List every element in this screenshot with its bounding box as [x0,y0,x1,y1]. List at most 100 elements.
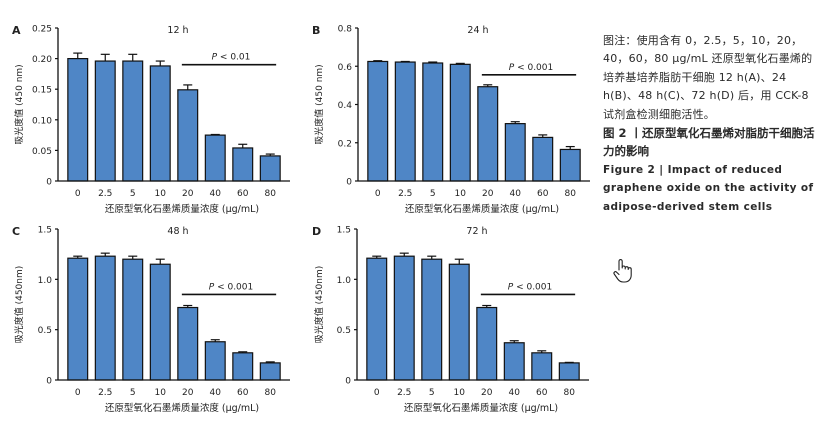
bar [366,257,388,381]
x-tick-label: 0 [375,189,381,199]
panel-label: B [312,24,320,37]
bar-group: 60 [532,134,554,199]
x-tick-label: 40 [509,388,521,398]
x-tick-label: 10 [454,388,466,398]
x-tick-label: 80 [265,388,277,398]
x-tick-label: 2.5 [397,388,411,398]
x-tick-label: 2.5 [98,189,112,199]
x-tick-label: 20 [182,388,194,398]
hand-pointer-icon [612,258,634,284]
y-tick-label: 0.5 [337,326,351,336]
x-tick-label: 5 [429,388,435,398]
x-tick-label: 20 [481,388,493,398]
x-tick-label: 80 [565,189,577,199]
bar-group: 40 [204,339,226,398]
significance-label: P < 0.01 [212,53,251,63]
x-tick-label: 0 [75,189,81,199]
x-tick-label: 60 [237,388,249,398]
x-tick-label: 2.5 [98,388,112,398]
figure-caption: 图注：使用含有 0，2.5，5，10，20，40，60，80 μg/mL 还原型… [603,32,815,216]
y-tick-label: 0 [345,377,351,387]
x-tick-label: 60 [537,189,549,199]
y-tick-label: 0.4 [338,101,353,111]
significance-label: P < 0.001 [209,282,253,292]
bar [448,263,470,381]
y-tick-label: 0 [346,178,352,188]
bar-group: 0 [67,52,89,199]
bar [476,306,498,381]
bar [503,342,525,381]
y-tick-label: 0.15 [32,86,52,96]
bar-group: 10 [448,258,470,398]
y-tick-label: 0 [46,377,52,387]
x-tick-label: 40 [510,189,522,199]
bar-group: 0 [67,255,89,398]
panel-label: C [12,225,20,238]
x-axis-label: 还原型氧化石墨烯质量浓度 (μg/mL) [404,402,558,414]
p-symbol: P [209,282,215,292]
bar-group: 2.5 [394,60,416,199]
y-tick-label: 1.0 [38,276,53,286]
x-tick-label: 80 [564,388,576,398]
significance-label: P < 0.001 [508,282,552,292]
bar [421,258,443,381]
p-value: < 0.001 [514,63,553,73]
x-tick-label: 10 [455,189,467,199]
y-tick-label: 0.10 [32,116,52,126]
x-tick-label: 2.5 [398,189,412,199]
x-tick-label: 0 [374,388,380,398]
bar-group: 60 [531,350,553,398]
x-tick-label: 0 [75,388,81,398]
y-tick-label: 0.8 [338,25,353,35]
y-tick-label: 0.6 [338,63,353,73]
y-axis-label: 吸光度值 (450nm) [313,266,325,344]
bar-group: 40 [504,121,526,199]
panel-label: A [12,24,21,37]
panel-label: D [312,225,321,238]
y-tick-label: 0.25 [32,25,52,35]
y-axis-label: 吸光度值 (450nm) [13,266,25,344]
x-tick-label: 80 [265,189,277,199]
y-tick-label: 0.20 [32,55,52,65]
x-tick-label: 10 [155,189,167,199]
x-tick-label: 5 [430,189,436,199]
x-tick-label: 20 [482,189,494,199]
bar-group: 2.5 [393,252,415,398]
bar-group: 5 [122,53,144,199]
x-tick-label: 60 [536,388,548,398]
x-tick-label: 10 [155,388,167,398]
y-tick-label: 0.05 [32,147,52,157]
caption-title-en: Figure 2 | Impact of reduced graphene ox… [603,163,814,213]
x-tick-label: 40 [210,189,222,199]
y-tick-label: 0 [46,178,52,188]
bar-group: 5 [421,255,443,398]
y-tick-label: 1.5 [337,226,351,236]
chart-title: 12 h [167,25,188,36]
y-tick-label: 0.5 [38,326,52,336]
caption-title-cn: 图 2 丨还原型氧化石墨烯对脂肪干细胞活力的影响 [603,126,815,159]
bar-group: 40 [503,340,525,398]
bar-group: 20 [476,304,498,398]
bar [558,362,580,381]
y-tick-label: 1.0 [337,276,352,286]
bar-group: 0 [366,255,388,398]
bar-group: 80 [558,361,580,398]
chart-title: 24 h [467,25,488,36]
bar [393,255,415,381]
p-symbol: P [509,63,515,73]
p-symbol: P [212,53,218,63]
y-tick-label: 0.2 [338,139,352,149]
x-tick-label: 60 [237,189,249,199]
bar [531,352,553,381]
p-value: < 0.001 [214,282,253,292]
x-axis-label: 还原型氧化石墨烯质量浓度 (μg/mL) [405,203,559,215]
y-axis-label: 吸光度值 (450 nm) [313,64,325,144]
p-value: < 0.001 [513,282,552,292]
significance-label: P < 0.001 [509,63,553,73]
x-axis-label: 还原型氧化石墨烯质量浓度 (μg/mL) [105,402,259,414]
p-value: < 0.01 [217,53,250,63]
